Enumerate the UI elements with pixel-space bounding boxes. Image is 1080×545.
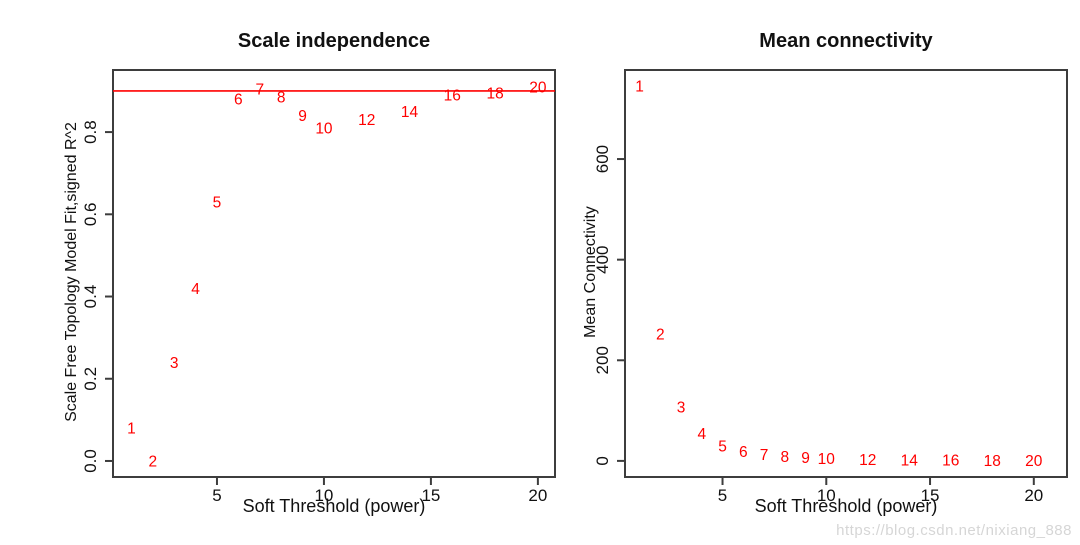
left-x-axis-label: Soft Threshold (power) xyxy=(242,496,426,516)
left-y-axis-label: Scale Free Topology Model Fit,signed R^2 xyxy=(63,122,80,422)
x-tick-label: 5 xyxy=(718,486,727,505)
data-point-label: 8 xyxy=(277,90,286,107)
right-y-axis-label: Mean Connectivity xyxy=(582,206,599,338)
data-point-label: 10 xyxy=(315,120,333,137)
data-point-label: 10 xyxy=(818,451,836,468)
data-point-label: 1 xyxy=(127,421,136,438)
x-tick-label: 20 xyxy=(1024,486,1043,505)
x-tick-label: 20 xyxy=(528,486,547,505)
left-plot-title: Scale independence xyxy=(237,30,431,52)
data-point-label: 20 xyxy=(529,79,547,96)
y-tick-label: 400 xyxy=(593,245,612,273)
plot-box xyxy=(112,69,556,478)
data-point-label: 8 xyxy=(780,449,789,466)
x-tick-label: 5 xyxy=(212,486,221,505)
x-tick-label: 10 xyxy=(817,486,836,505)
y-tick-label: 0.8 xyxy=(81,120,100,144)
right-plot-title: Mean connectivity xyxy=(759,30,933,52)
data-point-label: 2 xyxy=(656,327,665,344)
data-point-label: 14 xyxy=(401,104,419,121)
data-point-label: 14 xyxy=(901,452,919,469)
data-point-label: 4 xyxy=(697,426,706,443)
data-point-label: 5 xyxy=(718,438,727,455)
y-tick-label: 0.6 xyxy=(81,202,100,226)
watermark-text: https://blog.csdn.net/nixiang_888 xyxy=(836,522,1072,539)
x-tick-label: 10 xyxy=(314,486,333,505)
data-point-label: 4 xyxy=(191,281,200,298)
data-point-label: 7 xyxy=(760,447,769,464)
data-point-label: 1 xyxy=(635,79,644,96)
data-point-label: 7 xyxy=(255,81,264,98)
y-tick-label: 0 xyxy=(593,456,612,465)
data-point-label: 9 xyxy=(298,108,307,125)
data-point-label: 20 xyxy=(1025,453,1043,470)
data-point-label: 18 xyxy=(486,86,503,103)
data-point-label: 5 xyxy=(213,194,222,211)
data-point-label: 16 xyxy=(942,453,959,470)
x-tick-label: 15 xyxy=(921,486,940,505)
data-point-label: 18 xyxy=(984,453,1001,470)
data-point-label: 3 xyxy=(677,400,686,417)
y-tick-label: 0.4 xyxy=(81,285,100,309)
data-point-label: 12 xyxy=(358,112,375,129)
right-x-axis-label: Soft Threshold (power) xyxy=(754,496,938,516)
x-tick-label: 15 xyxy=(421,486,440,505)
y-tick-label: 0.0 xyxy=(81,449,100,473)
data-point-label: 6 xyxy=(739,444,748,461)
y-tick-label: 600 xyxy=(593,145,612,173)
y-tick-label: 200 xyxy=(593,346,612,374)
data-point-label: 9 xyxy=(801,450,810,467)
y-tick-label: 0.2 xyxy=(81,367,100,391)
plot-box xyxy=(624,69,1068,478)
data-point-label: 3 xyxy=(170,355,179,372)
data-point-label: 6 xyxy=(234,92,243,109)
data-point-label: 2 xyxy=(148,453,157,470)
data-point-label: 12 xyxy=(859,452,876,469)
data-point-label: 16 xyxy=(444,88,461,105)
